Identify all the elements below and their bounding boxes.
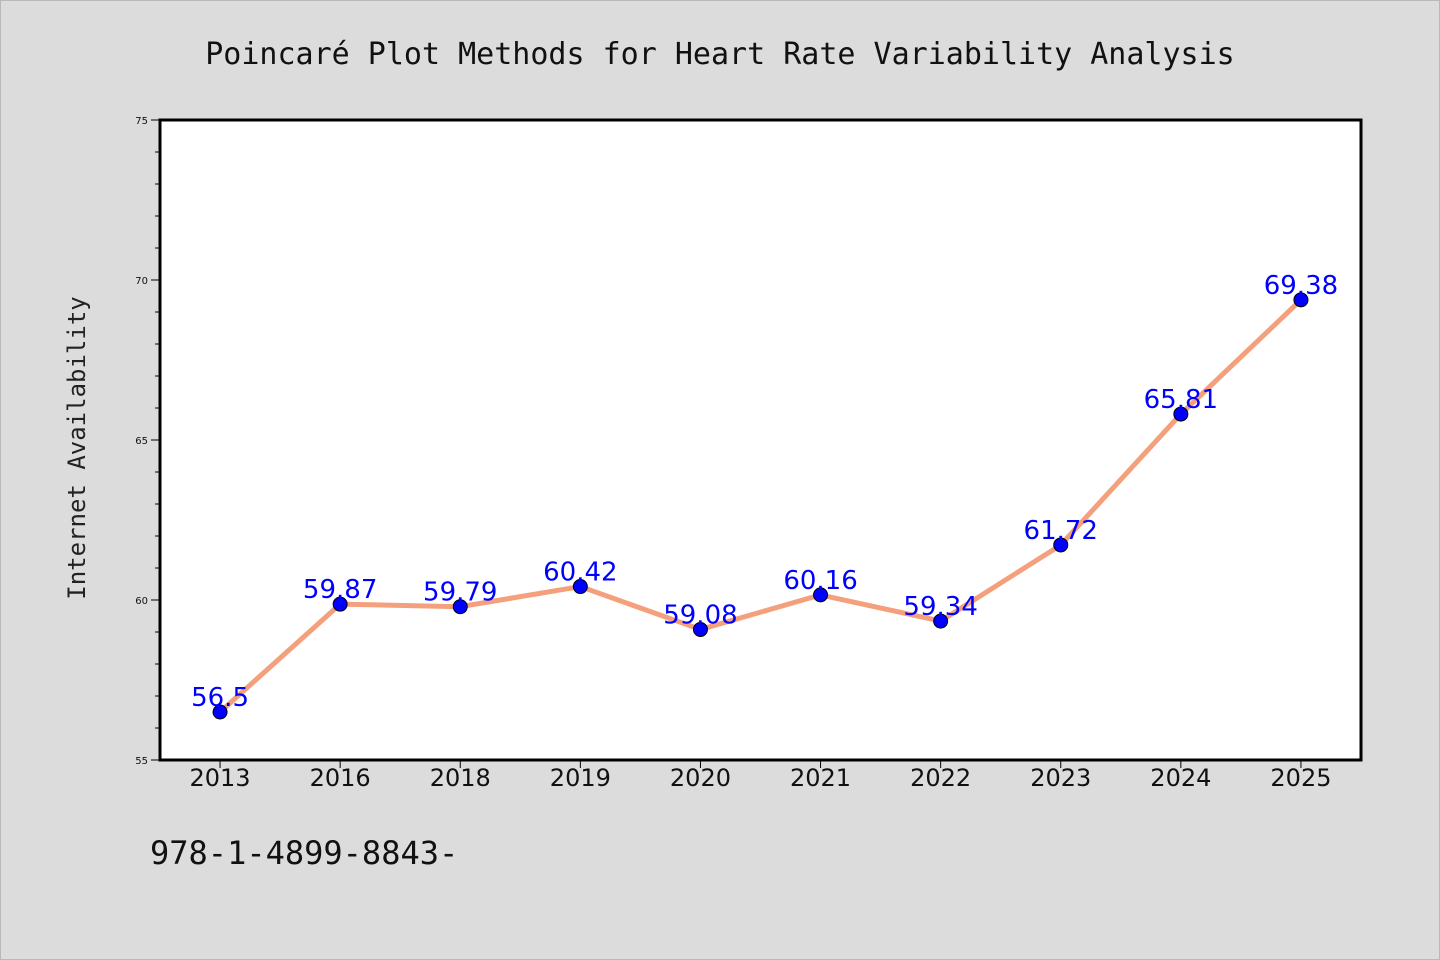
data-label: 59.34 <box>903 592 977 622</box>
y-tick-label: 75 <box>135 116 148 127</box>
data-point <box>1053 537 1069 553</box>
data-point <box>452 599 468 615</box>
data-label: 56.5 <box>191 683 249 713</box>
y-axis-label: Internet Availability <box>63 296 91 599</box>
y-axis-ticks: 55 60 65 70 75 <box>135 116 160 767</box>
x-axis-ticks: 2013 2016 2018 2019 2020 2021 2022 2023 2024 2025 <box>190 760 1331 792</box>
x-tick-label: 2020 <box>670 764 731 792</box>
data-labels-group: 56.5 59.87 59.79 60.42 59.08 60.16 59.34 61.72 6… <box>191 271 1338 713</box>
data-point <box>212 704 228 720</box>
x-tick-label: 2016 <box>310 764 371 792</box>
data-label: 60.42 <box>543 558 617 588</box>
data-point <box>1173 406 1189 422</box>
y-tick-label: 60 <box>135 596 148 607</box>
x-tick-label: 2024 <box>1150 764 1211 792</box>
x-tick-label: 2022 <box>910 764 971 792</box>
data-point <box>1293 292 1309 308</box>
data-point <box>572 579 588 595</box>
data-label: 69.38 <box>1264 271 1338 301</box>
data-point <box>692 621 708 637</box>
data-label: 61.72 <box>1024 516 1098 546</box>
x-tick-label: 2018 <box>430 764 491 792</box>
x-tick-label: 2021 <box>790 764 851 792</box>
data-label: 59.79 <box>423 578 497 608</box>
y-tick-label: 70 <box>135 276 148 287</box>
x-tick-label: 2013 <box>190 764 251 792</box>
plot-area <box>158 118 1363 762</box>
data-label: 60.16 <box>783 566 857 596</box>
series-line-group <box>212 292 1309 720</box>
data-label: 59.87 <box>303 575 377 605</box>
series-line <box>217 297 1304 715</box>
data-point <box>813 587 829 603</box>
data-point <box>933 613 949 629</box>
x-tick-label: 2025 <box>1270 764 1331 792</box>
data-label: 65.81 <box>1144 385 1218 415</box>
y-tick-label: 55 <box>135 756 148 767</box>
data-point <box>332 596 348 612</box>
footnote-text: 978-1-4899-8843- <box>150 834 458 872</box>
chart-title: Poincaré Plot Methods for Heart Rate Var… <box>205 37 1235 72</box>
y-tick-label: 65 <box>135 436 148 447</box>
x-tick-label: 2019 <box>550 764 611 792</box>
data-label: 59.08 <box>663 600 737 630</box>
x-tick-label: 2023 <box>1030 764 1091 792</box>
